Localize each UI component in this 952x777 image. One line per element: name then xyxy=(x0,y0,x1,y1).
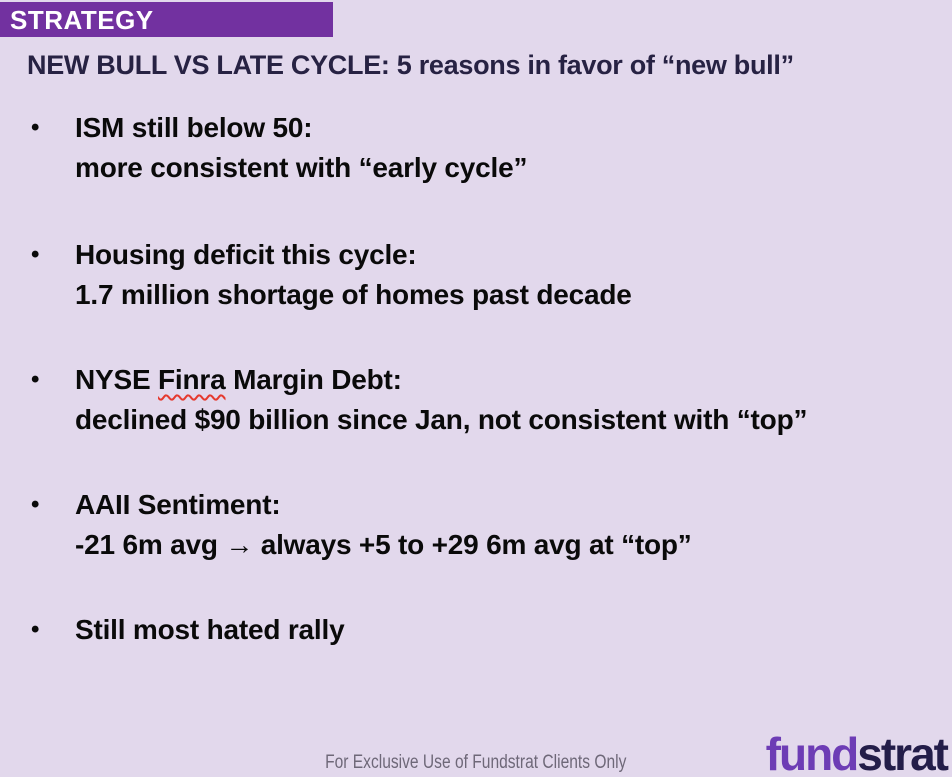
logo-strat-segment: strat xyxy=(857,728,949,777)
bullet-text: AAII Sentiment: -21 6m avg → always +5 t… xyxy=(75,485,944,565)
fundstrat-logo: fundstrat xyxy=(765,728,949,777)
bullet-detail: more consistent with “early cycle” xyxy=(75,152,528,183)
bullet-heading: AAII Sentiment: xyxy=(75,489,281,520)
bullet-detail: declined $90 billion since Jan, not cons… xyxy=(75,404,808,435)
bullet-heading: ISM still below 50: xyxy=(75,112,313,143)
bullet-item: • AAII Sentiment: -21 6m avg → always +5… xyxy=(31,485,944,565)
footer-disclaimer: For Exclusive Use of Fundstrat Clients O… xyxy=(325,752,627,773)
logo-fund-segment: fund xyxy=(765,728,860,777)
bullet-heading: Housing deficit this cycle: xyxy=(75,239,417,270)
spellcheck-underlined-word: Finra xyxy=(158,364,226,395)
bullet-dot-icon: • xyxy=(31,616,40,643)
bullet-text: Still most hated rally xyxy=(75,610,944,650)
bullet-item: • Still most hated rally xyxy=(31,610,944,650)
bullet-dot-icon: • xyxy=(31,114,40,141)
bullet-dot-icon: • xyxy=(31,491,40,518)
bullet-text: Housing deficit this cycle: 1.7 million … xyxy=(75,235,944,315)
bullet-dot-icon: • xyxy=(31,366,40,393)
strategy-banner: STRATEGY xyxy=(0,2,333,37)
bullet-item: • NYSE Finra Margin Debt: declined $90 b… xyxy=(31,360,944,440)
bullet-text: NYSE Finra Margin Debt: declined $90 bil… xyxy=(75,360,944,440)
bullet-dot-icon: • xyxy=(31,241,40,268)
bullet-item: • Housing deficit this cycle: 1.7 millio… xyxy=(31,235,944,315)
bullet-heading-pre: NYSE xyxy=(75,364,159,395)
bullet-detail: -21 6m avg → always +5 to +29 6m avg at … xyxy=(75,529,692,560)
bullet-detail: 1.7 million shortage of homes past decad… xyxy=(75,279,632,310)
bullet-heading: NYSE Finra Margin Debt: xyxy=(75,360,944,400)
bullet-heading: Still most hated rally xyxy=(75,614,345,645)
footer: For Exclusive Use of Fundstrat Clients O… xyxy=(0,752,952,774)
bullet-text: ISM still below 50: more consistent with… xyxy=(75,108,944,188)
banner-label: STRATEGY xyxy=(10,4,154,35)
slide-title: NEW BULL VS LATE CYCLE: 5 reasons in fav… xyxy=(27,50,794,80)
bullet-heading-post: Margin Debt: xyxy=(225,364,402,395)
bullet-item: • ISM still below 50: more consistent wi… xyxy=(31,108,944,188)
